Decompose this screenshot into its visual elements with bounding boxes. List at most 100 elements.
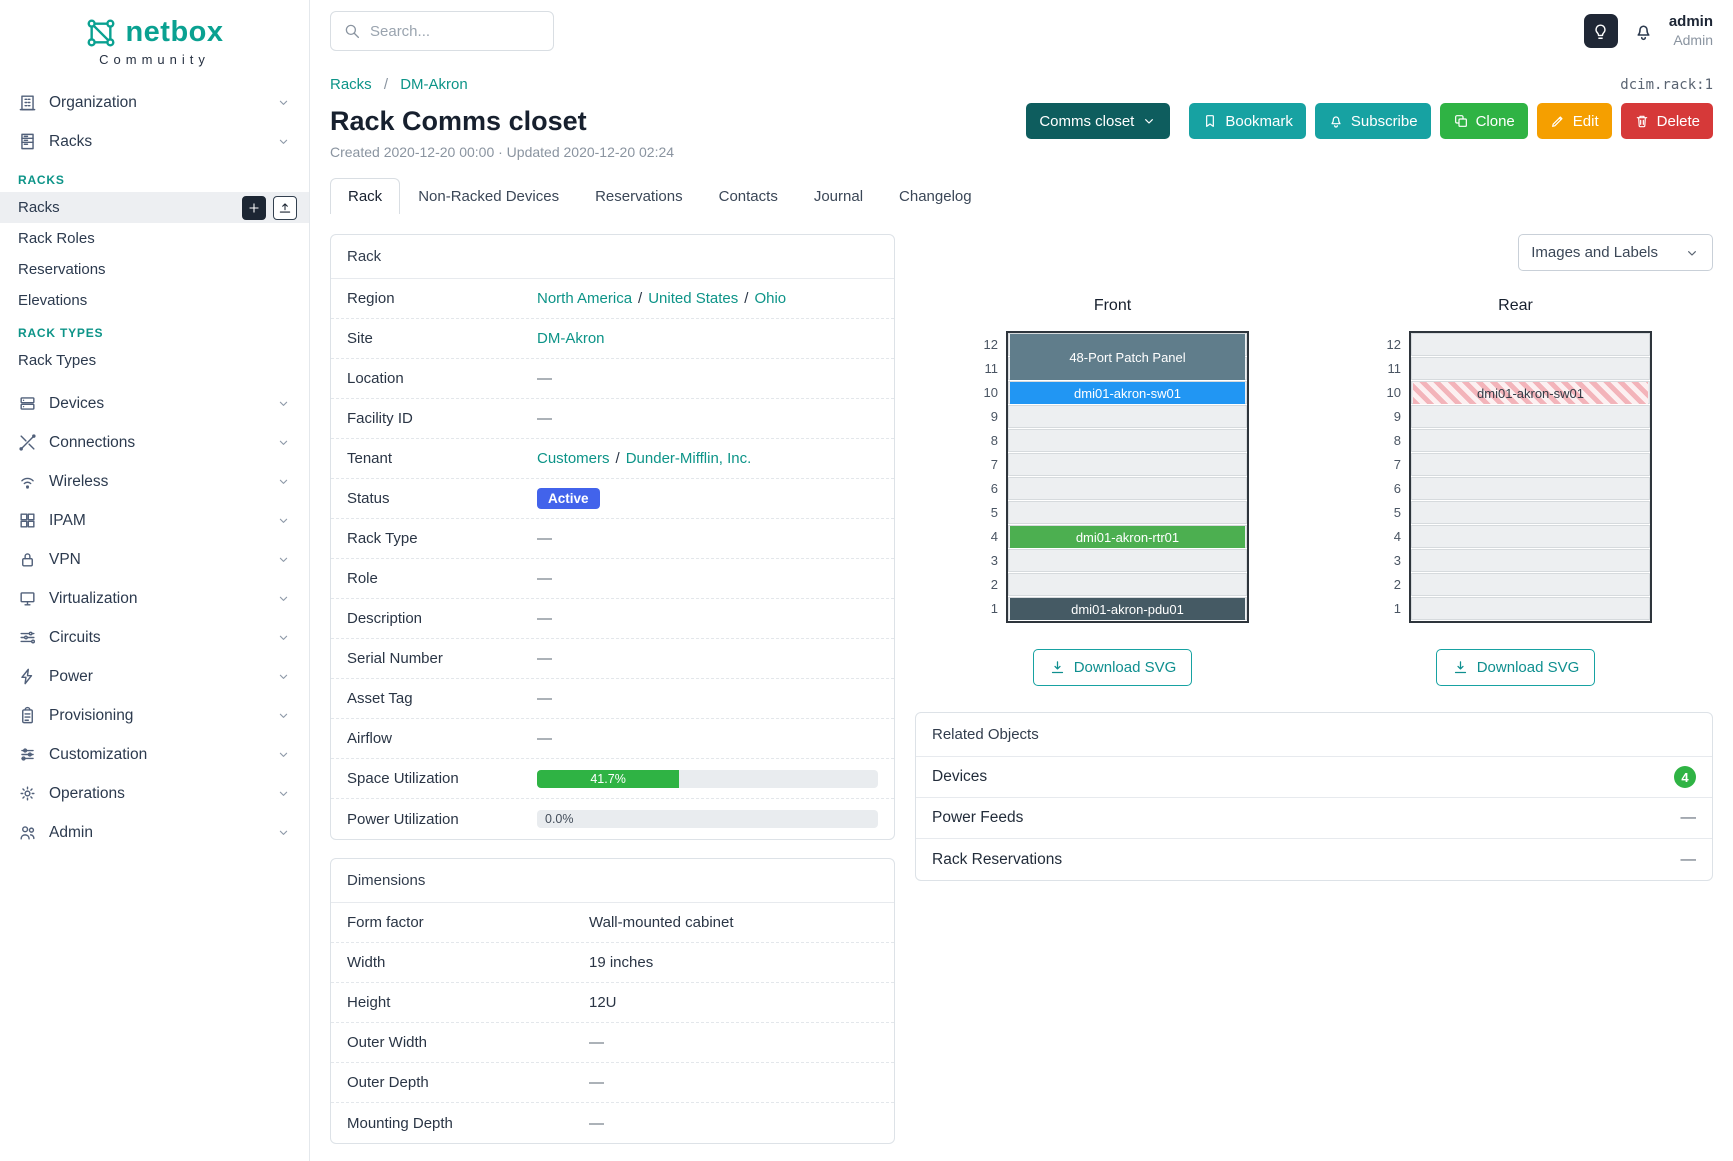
sidebar-item-vpn[interactable]: VPN — [0, 540, 309, 579]
breadcrumb-racks-link[interactable]: Racks — [330, 76, 372, 93]
chevron-down-icon — [1141, 113, 1157, 129]
search-input[interactable] — [370, 22, 541, 40]
device-icon — [18, 394, 37, 413]
rack-device-dmi01-akron-sw01[interactable]: dmi01-akron-sw01 — [1010, 382, 1245, 404]
grid-icon — [18, 511, 37, 530]
sidebar-item-ipam[interactable]: IPAM — [0, 501, 309, 540]
detail-label: Tenant — [347, 450, 393, 467]
rack-icon — [18, 132, 37, 151]
subnav-item-label: Rack Types — [18, 352, 97, 369]
sidebar-item-admin[interactable]: Admin — [0, 813, 309, 852]
sidebar-item-power[interactable]: Power — [0, 657, 309, 696]
selector-row: Images and Labels — [915, 234, 1713, 271]
subscribe-button[interactable]: Subscribe — [1314, 103, 1431, 139]
download-svg-label: Download SVG — [1073, 659, 1177, 676]
theme-toggle-button[interactable] — [1583, 14, 1618, 48]
detail-value-text: — — [537, 410, 552, 427]
detail-value-text: Wall-mounted cabinet — [589, 914, 734, 931]
sidebar-item-circuits[interactable]: Circuits — [0, 618, 309, 657]
chevron-down-icon — [276, 786, 291, 801]
related-objects-rows: Devices 4 Power Feeds — Rack Reservations — — [916, 757, 1712, 880]
detail-row-description: Description — — [331, 599, 894, 639]
circuit-icon — [18, 628, 37, 647]
dunder-mifflin-inc-link[interactable]: Dunder-Mifflin, Inc. — [625, 450, 752, 467]
north-america-link[interactable]: North America — [537, 290, 633, 307]
detail-label: Site — [347, 330, 373, 347]
unit-number: 10 — [1386, 385, 1401, 400]
render-mode-label: Images and Labels — [1531, 244, 1658, 261]
sidebar-subitem-racks[interactable]: Racks — [0, 192, 309, 223]
unit-number: 9 — [1393, 409, 1401, 424]
closet-dropdown-button[interactable]: Comms closet — [1026, 103, 1171, 139]
sidebar-item-provisioning[interactable]: Provisioning — [0, 696, 309, 735]
related-row-power-feeds[interactable]: Power Feeds — — [916, 798, 1712, 839]
rack-device-dmi01-akron-sw01[interactable]: dmi01-akron-sw01 — [1413, 382, 1648, 404]
breadcrumb: Racks / DM-Akron — [330, 76, 468, 93]
related-row-devices[interactable]: Devices 4 — [916, 757, 1712, 798]
button-label: Bookmark — [1225, 112, 1293, 130]
rack-device-dmi01-akron-pdu01[interactable]: dmi01-akron-pdu01 — [1010, 598, 1245, 620]
delete-button[interactable]: Delete — [1620, 103, 1713, 139]
detail-row-tenant: Tenant Customers / Dunder-Mifflin, Inc. — [331, 439, 894, 479]
sidebar-item-customization[interactable]: Customization — [0, 735, 309, 774]
sidebar-item-label: VPN — [49, 550, 81, 568]
detail-row-facility-id: Facility ID — — [331, 399, 894, 439]
dm-akron-link[interactable]: DM-Akron — [537, 330, 605, 347]
global-search[interactable] — [330, 11, 554, 51]
rack-unit-empty — [1411, 333, 1650, 357]
bookmark-button[interactable]: Bookmark — [1189, 103, 1306, 139]
download-svg-front-button[interactable]: Download SVG — [1032, 649, 1193, 686]
sidebar-item-devices[interactable]: Devices — [0, 384, 309, 423]
sidebar-item-label: IPAM — [49, 511, 86, 529]
notifications-bell-icon[interactable] — [1633, 21, 1654, 42]
sidebar-item-connections[interactable]: Connections — [0, 423, 309, 462]
dimensions-panel-rows: Form factor Wall-mounted cabinet Width 19 i… — [331, 903, 894, 1143]
netbox-logo[interactable]: netbox Community — [0, 16, 309, 67]
detail-row-mounting-depth: Mounting Depth — — [331, 1103, 894, 1143]
sidebar-subitem-rack-types[interactable]: Rack Types — [0, 345, 309, 376]
customers-link[interactable]: Customers — [537, 450, 610, 467]
detail-label: Description — [347, 610, 423, 627]
rack-unit-empty — [1411, 429, 1650, 453]
related-row-rack-reservations[interactable]: Rack Reservations — — [916, 839, 1712, 880]
sidebar-item-organization[interactable]: Organization — [0, 83, 309, 122]
related-objects-panel: Related Objects Devices 4 Power Feeds — Rack… — [915, 712, 1713, 881]
sidebar-nav: Organization Racks RACKS Racks Rack Roles Res… — [0, 83, 309, 852]
sidebar-subitem-elevations[interactable]: Elevations — [0, 285, 309, 316]
united-states-link[interactable]: United States — [648, 290, 739, 307]
sidebar-item-wireless[interactable]: Wireless — [0, 462, 309, 501]
detail-label: Status — [347, 490, 390, 507]
rack-device-dmi01-akron-rtr01[interactable]: dmi01-akron-rtr01 — [1010, 526, 1245, 548]
rear-rack-box: dmi01-akron-sw01 — [1409, 331, 1652, 623]
sidebar-subitem-rack-roles[interactable]: Rack Roles — [0, 223, 309, 254]
unit-number: 4 — [990, 529, 998, 544]
sidebar-item-operations[interactable]: Operations — [0, 774, 309, 813]
sidebar-item-virtualization[interactable]: Virtualization — [0, 579, 309, 618]
rack-device-48-port-patch-panel[interactable]: 48-Port Patch Panel — [1010, 334, 1245, 380]
sidebar-subitem-reservations[interactable]: Reservations — [0, 254, 309, 285]
import-rack-button[interactable] — [273, 195, 297, 220]
detail-row-airflow: Airflow — — [331, 719, 894, 759]
sidebar-item-racks[interactable]: Racks — [0, 122, 309, 161]
tab-changelog[interactable]: Changelog — [899, 188, 972, 205]
gear-icon — [18, 784, 37, 803]
detail-value: Active — [537, 488, 878, 509]
tab-non-racked-devices[interactable]: Non-Racked Devices — [418, 188, 560, 205]
render-mode-select[interactable]: Images and Labels — [1518, 234, 1713, 271]
add-rack-button[interactable] — [242, 195, 266, 220]
detail-value: — — [589, 1074, 878, 1091]
tab-reservations[interactable]: Reservations — [595, 188, 683, 205]
download-svg-rear-button[interactable]: Download SVG — [1435, 649, 1596, 686]
breadcrumb-site-link[interactable]: DM-Akron — [400, 76, 468, 93]
clone-button[interactable]: Clone — [1439, 103, 1528, 139]
detail-label: Space Utilization — [347, 770, 459, 787]
edit-button[interactable]: Edit — [1536, 103, 1612, 139]
tab-rack[interactable]: Rack — [330, 178, 401, 214]
detail-row-power-utilization: Power Utilization 0.0% — [331, 799, 894, 839]
ohio-link[interactable]: Ohio — [754, 290, 787, 307]
user-menu[interactable]: admin Admin — [1669, 13, 1713, 49]
tab-contacts[interactable]: Contacts — [718, 188, 778, 205]
tab-journal[interactable]: Journal — [813, 188, 864, 205]
sidebar: netbox Community Organization Racks RACKS R… — [0, 0, 310, 1161]
rack-unit-empty — [1411, 549, 1650, 573]
